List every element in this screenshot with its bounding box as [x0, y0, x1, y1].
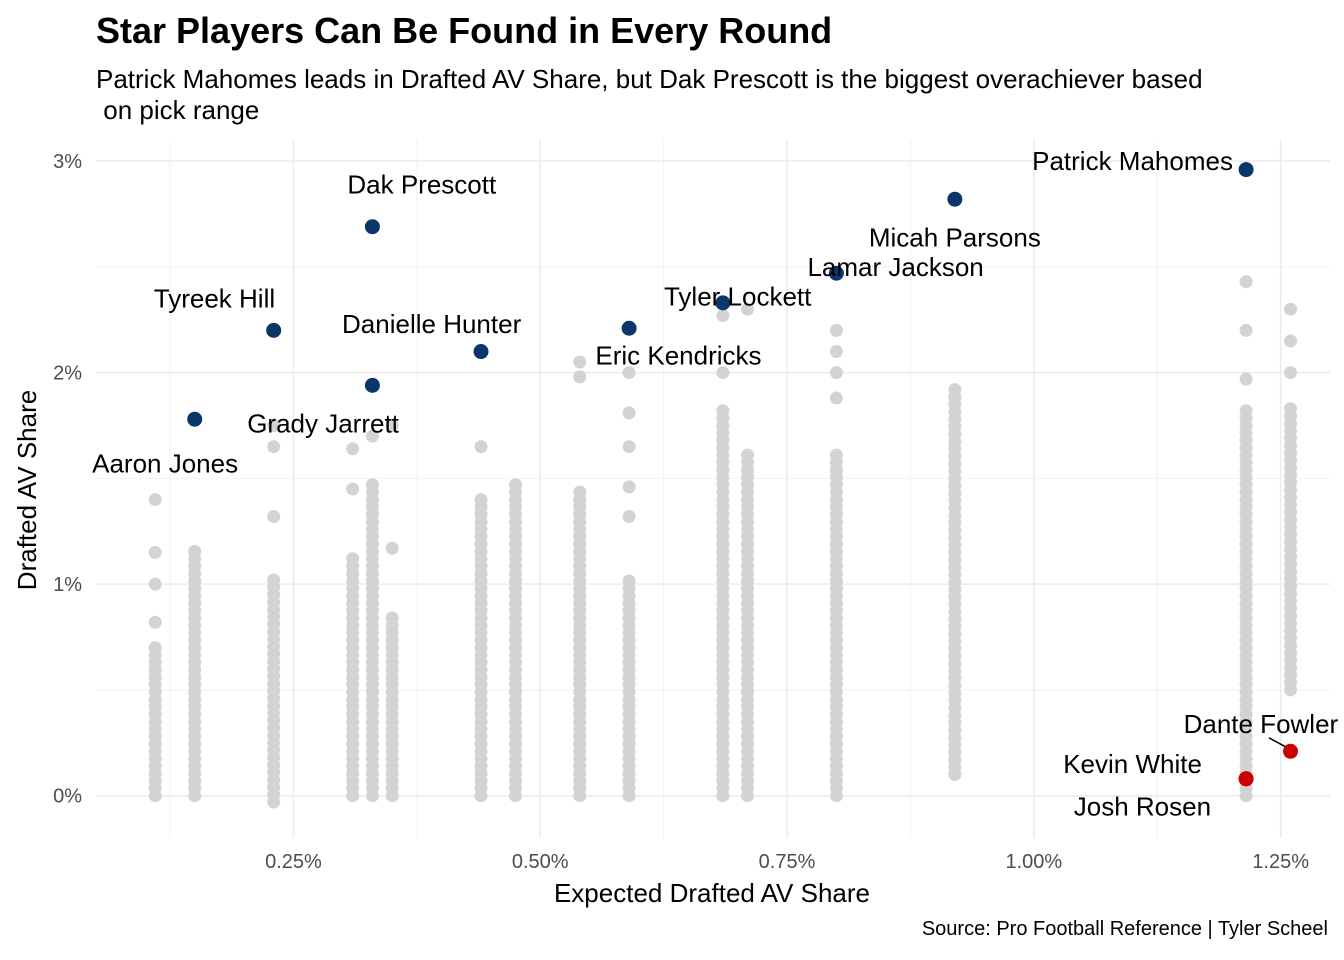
y-tick-label: 2% — [53, 363, 82, 385]
data-point — [385, 611, 399, 625]
data-point — [1239, 323, 1253, 337]
point-label: Tyreek Hill — [154, 284, 275, 314]
data-point — [1239, 404, 1253, 418]
data-point — [948, 383, 962, 397]
data-point — [474, 493, 488, 507]
highlight-point — [947, 191, 963, 207]
data-point — [829, 345, 843, 359]
point-label: Eric Kendricks — [595, 341, 761, 371]
highlight-point — [715, 295, 731, 311]
highlight-point — [266, 322, 282, 338]
data-point — [188, 544, 202, 558]
data-point — [573, 485, 587, 499]
point-label: Aaron Jones — [92, 449, 238, 479]
grid-lines — [96, 140, 1330, 838]
data-point — [829, 366, 843, 380]
point-label: Josh Rosen — [1074, 791, 1211, 821]
data-point — [365, 478, 379, 492]
data-point — [829, 391, 843, 405]
y-tick-label: 0% — [53, 786, 82, 808]
point-label: Micah Parsons — [869, 222, 1041, 252]
data-point — [509, 478, 523, 492]
data-point — [148, 577, 162, 591]
highlight-point — [828, 265, 844, 281]
y-tick-label: 1% — [53, 574, 82, 596]
data-point — [148, 615, 162, 629]
data-point — [1284, 402, 1298, 416]
data-point — [267, 573, 281, 587]
x-tick-label: 0.50% — [512, 851, 569, 873]
point-label: Dak Prescott — [347, 169, 497, 199]
data-point — [622, 480, 636, 494]
highlight-point — [1238, 162, 1254, 178]
data-point — [385, 419, 399, 433]
data-point — [622, 509, 636, 523]
data-point — [741, 448, 755, 462]
data-point — [1284, 334, 1298, 348]
x-tick-label: 0.25% — [265, 851, 322, 873]
x-tick-label: 1.00% — [1005, 851, 1062, 873]
data-point — [267, 509, 281, 523]
data-point — [622, 440, 636, 454]
data-point — [148, 545, 162, 559]
point-label: Patrick Mahomes — [1032, 146, 1233, 176]
data-point — [1239, 275, 1253, 289]
data-point — [267, 440, 281, 454]
data-point — [622, 406, 636, 420]
x-tick-label: 1.25% — [1252, 851, 1309, 873]
leader-line — [1268, 737, 1287, 748]
highlight-point — [473, 344, 489, 360]
data-point — [573, 355, 587, 369]
data-point — [346, 482, 360, 496]
x-axis-title: Expected Drafted AV Share — [554, 878, 870, 908]
source-caption: Source: Pro Football Reference | Tyler S… — [921, 918, 1328, 940]
highlight-point — [621, 320, 637, 336]
data-point — [622, 366, 636, 380]
data-point — [741, 302, 755, 316]
highlight-point — [1283, 743, 1299, 759]
highlighted-points — [187, 162, 1299, 787]
data-point — [385, 541, 399, 555]
data-point — [1239, 372, 1253, 386]
data-point — [267, 419, 281, 433]
data-point — [346, 442, 360, 456]
data-point — [148, 493, 162, 507]
x-axis-ticks: 0.25% 0.50% 0.75% 1.00% 1.25% — [265, 851, 1309, 873]
point-label: Grady Jarrett — [247, 408, 399, 438]
point-label: Tyler Lockett — [664, 282, 812, 312]
y-tick-label: 3% — [53, 151, 82, 173]
data-point — [829, 448, 843, 462]
y-axis-ticks: 0% 1% 2% 3% — [53, 151, 82, 808]
highlight-point — [1238, 771, 1254, 787]
highlight-point — [364, 377, 380, 393]
data-point — [716, 309, 730, 323]
background-points — [148, 275, 1298, 809]
leader-lines — [1268, 737, 1287, 748]
data-point — [716, 404, 730, 418]
data-point — [148, 641, 162, 655]
data-point — [474, 440, 488, 454]
data-point — [346, 552, 360, 566]
data-point — [1284, 366, 1298, 380]
data-point — [622, 574, 636, 588]
x-tick-label: 0.75% — [759, 851, 816, 873]
point-labels: Patrick Mahomes Micah Parsons Dak Prescott… — [92, 146, 1338, 821]
highlight-point — [187, 411, 203, 427]
y-axis-title: Drafted AV Share — [12, 390, 42, 590]
point-label: Danielle Hunter — [342, 309, 522, 339]
data-point — [365, 429, 379, 443]
chart-title: Star Players Can Be Found in Every Round — [96, 10, 833, 51]
data-point — [573, 370, 587, 384]
point-label: Kevin White — [1063, 749, 1202, 779]
data-point — [716, 366, 730, 380]
highlight-point — [364, 219, 380, 235]
chart-subtitle: Patrick Mahomes leads in Drafted AV Shar… — [96, 64, 1203, 125]
data-point — [829, 323, 843, 337]
data-point — [1284, 302, 1298, 316]
point-label: Lamar Jackson — [807, 252, 983, 282]
point-label: Dante Fowler — [1184, 709, 1339, 739]
